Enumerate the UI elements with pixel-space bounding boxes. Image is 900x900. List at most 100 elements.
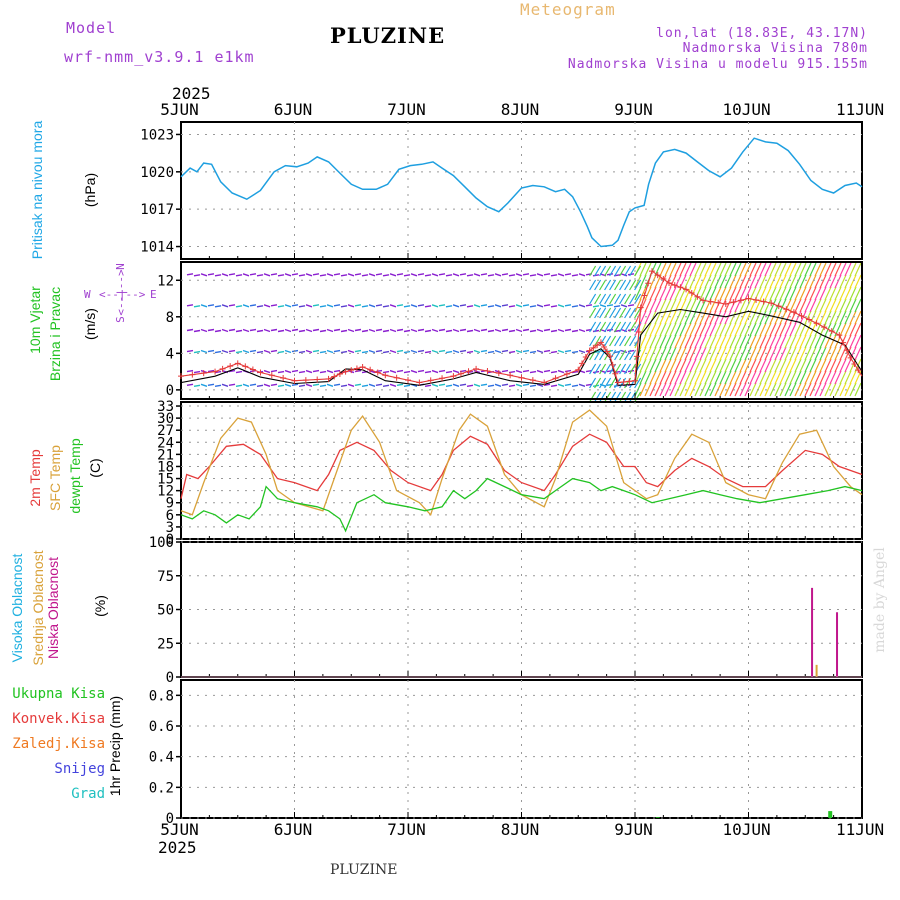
wind-gust-marker [280, 374, 287, 381]
wind-gust-marker [609, 361, 616, 368]
wind-panel: 12 8 4 0 [157, 261, 863, 400]
wind-gust-marker [382, 372, 389, 379]
wind-gust-marker [745, 295, 752, 302]
footer-location: PLUZINE [330, 862, 398, 878]
cloud-panel: 100 75 50 25 0 [149, 535, 863, 686]
precip-bar [655, 817, 660, 818]
model-elevation-label: Nadmorska Visina u modelu 915.155m [567, 57, 868, 72]
wind-gust-marker [178, 373, 184, 380]
wind-gust-marker [200, 370, 207, 377]
cloud-tick-label: 50 [157, 603, 174, 619]
pressure-frame [180, 121, 863, 260]
wind-gust-marker [302, 377, 309, 384]
wind-gust-marker [612, 370, 619, 377]
wind-gust-markers [178, 268, 862, 386]
temperature-tick-label: 12 [157, 484, 174, 500]
wind-gust-marker [541, 379, 548, 386]
top-date-label: 11JUN [836, 100, 885, 119]
wind-gust-marker [342, 368, 349, 375]
bottom-date-label: 5JUN [160, 820, 199, 839]
wind-gust-marker [671, 282, 678, 289]
wind-gust-marker [843, 347, 850, 354]
wind-gust-marker [257, 369, 264, 376]
temp-dewpt-line [180, 477, 863, 533]
wind-gust-marker [700, 297, 707, 304]
wind-gust-marker [457, 370, 464, 377]
temperature-tick-label: 30 [157, 411, 174, 427]
wind-gust-marker [783, 306, 790, 313]
wind-gust-marker [614, 379, 621, 386]
wind-gust-marker [374, 369, 381, 376]
temperature-tick-label: 6 [166, 508, 174, 524]
precip-panel: 0.8 0.6 0.4 0.2 0 [149, 679, 863, 827]
cloud-tick-label: 75 [157, 569, 174, 585]
wind-gust-marker [790, 309, 797, 316]
bottom-date-label: 7JUN [387, 820, 426, 839]
top-date-label: 8JUN [500, 100, 540, 119]
wind-gust-marker [637, 304, 644, 311]
compass-ew-arrow: <--|--> [99, 288, 146, 301]
temperature-tick-label: 3 [166, 520, 174, 536]
pressure-tick-label: 1020 [140, 165, 174, 181]
wind-gust-marker [242, 363, 249, 370]
wind-gust-marker [268, 372, 275, 379]
wind-gust-marker [597, 339, 604, 346]
top-date-label: 6JUN [273, 100, 313, 119]
wind-gust-marker [836, 332, 843, 339]
wind-gust-marker [641, 292, 648, 299]
wind-gust-marker [586, 347, 593, 354]
wind-gust-marker [582, 353, 589, 360]
model-name: wrf-nmm_v3.9.1 e1km [64, 48, 255, 66]
wind-gust-marker [683, 286, 690, 293]
wind-gust-marker [336, 371, 343, 378]
wind-gust-marker [768, 300, 775, 307]
temperature-tick-label: 24 [157, 435, 174, 451]
temp-sfc-line [180, 409, 863, 517]
wind-gust-marker [416, 379, 423, 386]
temperature-tick-label: 27 [157, 423, 174, 439]
wind-gust-marker [851, 360, 858, 367]
wind-gust-marker [219, 365, 226, 372]
pressure-line [180, 137, 863, 248]
wind-gust-marker [484, 367, 491, 374]
top-date-label: 10JUN [722, 100, 771, 119]
wind-gust-marker [348, 367, 355, 374]
wind-gust-marker [821, 324, 828, 331]
wind-tick-label: 12 [157, 273, 174, 289]
precip-tick-label: 0.8 [149, 688, 174, 704]
wind-tick-label: 0 [166, 383, 174, 399]
wind-gust-marker [465, 368, 472, 375]
wind-gust-marker [607, 353, 614, 360]
year-top: 2025 [172, 84, 211, 103]
wind-gust-marker [635, 329, 642, 336]
wind-gust-marker [813, 320, 820, 327]
wind-gust-marker [495, 370, 502, 377]
wind-gust-marker [590, 344, 597, 351]
temperature-tick-label: 18 [157, 459, 174, 475]
wind-gust-marker [645, 280, 652, 287]
wind-gust-marker [353, 365, 360, 372]
wind-gust-marker [633, 353, 640, 360]
bottom-date-label: 9JUN [614, 820, 653, 839]
wind-gust-marker [798, 312, 805, 319]
year-bottom: 2025 [158, 838, 197, 857]
cloud-frame [180, 541, 863, 678]
wind-gust-marker [604, 348, 611, 355]
precip-frz-label: Zaledj.Kisa [12, 736, 105, 752]
wind-gust-marker [405, 377, 411, 384]
wind-gust-marker [518, 374, 525, 381]
precip-total-label: Ukupna Kisa [12, 686, 105, 702]
temperature-tick-label: 21 [157, 447, 174, 463]
wind-gust-marker [620, 378, 627, 385]
wind-gust-marker [775, 303, 782, 310]
wind-gust-marker [575, 366, 582, 373]
pressure-tick-label: 1014 [140, 240, 174, 256]
compass-w-label: W [84, 288, 91, 301]
wind-gust-marker [473, 365, 480, 372]
wind-gust-marker [325, 375, 332, 382]
wind-gust-marker [666, 280, 673, 287]
wind-tick-label: 8 [166, 310, 174, 326]
wind-gust-marker [632, 377, 638, 384]
